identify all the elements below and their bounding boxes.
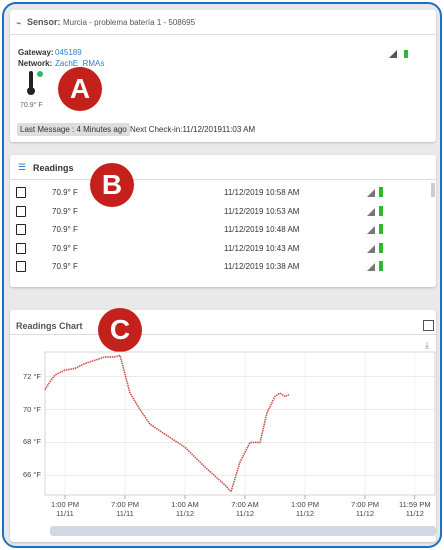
- network-label: Network:: [18, 59, 53, 68]
- readings-title: Readings: [33, 163, 74, 173]
- reading-value: 70.9° F: [52, 243, 78, 253]
- range-navigator[interactable]: [50, 526, 436, 536]
- y-tick-label: 68 °F: [22, 437, 41, 447]
- reading-time: 11/12/2019 10:53 AM: [224, 206, 300, 216]
- readings-header: [10, 155, 436, 180]
- gateway-link[interactable]: 045189: [55, 48, 82, 57]
- note-icon[interactable]: [16, 224, 26, 235]
- battery-icon: [379, 205, 383, 216]
- y-tick-label: 72 °F: [22, 371, 41, 381]
- thermometer-icon: [29, 71, 33, 89]
- reading-time: 11/12/2019 10:48 AM: [224, 225, 300, 234]
- gateway-label: Gateway:: [18, 48, 54, 57]
- sensor-label: Sensor:: [27, 17, 61, 27]
- callout: C: [98, 308, 142, 352]
- download-button[interactable]: ⤓: [425, 340, 429, 350]
- signal-icon: [367, 189, 375, 197]
- signal-icon: [367, 226, 375, 234]
- signal-icon: [367, 207, 375, 216]
- signal-icon: [389, 50, 397, 58]
- calendar-button[interactable]: [423, 320, 434, 331]
- x-tick-label: 7:00 PM 11/12: [351, 500, 379, 518]
- sensor-panel: ⌁ Sensor: Murcia - problema batería 1 - …: [10, 10, 436, 142]
- reading-time: 11/12/2019 10:43 AM: [224, 243, 300, 253]
- signal-icon: [367, 263, 375, 271]
- readings-panel: ☰ Readings B 70.9° F 11/12/2019 10:58 AM 7…: [10, 155, 436, 287]
- data-line: [44, 354, 290, 494]
- x-tick-label: 7:00 PM 11/11: [111, 500, 139, 518]
- current-reading: 70.9° F: [20, 102, 43, 109]
- battery-icon: [379, 242, 383, 253]
- plot-area: [44, 351, 436, 496]
- reading-value: 70.9° F: [52, 225, 78, 234]
- note-icon[interactable]: [16, 242, 26, 254]
- network-link[interactable]: ZachE_RMAs: [55, 59, 105, 68]
- battery-icon: [379, 187, 383, 197]
- list-icon: ☰: [18, 162, 27, 172]
- signal-icon: [367, 244, 375, 253]
- reading-time: 11/12/2019 10:38 AM: [224, 262, 300, 271]
- battery-icon: [379, 261, 383, 271]
- status-dot: [37, 71, 43, 77]
- scrollbar[interactable]: [431, 183, 435, 197]
- y-tick-label: 66 °F: [22, 470, 41, 480]
- x-tick-label: 1:00 AM 11/12: [171, 500, 199, 518]
- note-icon[interactable]: [16, 261, 26, 272]
- battery-icon: [379, 224, 383, 234]
- chart-header: [10, 310, 436, 335]
- x-tick-label: 11:59 PM 11/12: [399, 500, 431, 518]
- y-tick-label: 70 °F: [22, 404, 41, 414]
- chart-title: Readings Chart: [16, 321, 83, 331]
- note-icon[interactable]: [16, 187, 26, 198]
- reading-value: 70.9° F: [52, 206, 78, 216]
- callout: B: [90, 163, 134, 207]
- callout: A: [58, 67, 102, 111]
- reading-time: 11/12/2019 10:58 AM: [224, 188, 300, 197]
- reading-value: 70.9° F: [52, 188, 78, 197]
- x-tick-label: 1:00 PM 11/11: [51, 500, 79, 518]
- next-checkin: Next Check-in:11/12/201911:03 AM: [130, 125, 256, 134]
- note-icon[interactable]: [16, 205, 26, 217]
- sensor-name: Murcia - problema batería 1 - 508695: [63, 18, 196, 27]
- pulse-icon: ⌁: [16, 18, 22, 28]
- thermometer-bulb: [27, 87, 35, 95]
- last-message: Last Message : 4 Minutes ago: [17, 123, 130, 136]
- battery-icon: [404, 50, 408, 58]
- x-tick-label: 7:00 AM 11/12: [231, 500, 259, 518]
- x-tick-label: 1:00 PM 11/12: [291, 500, 319, 518]
- sensor-header: [10, 10, 436, 35]
- reading-value: 70.9° F: [52, 262, 78, 271]
